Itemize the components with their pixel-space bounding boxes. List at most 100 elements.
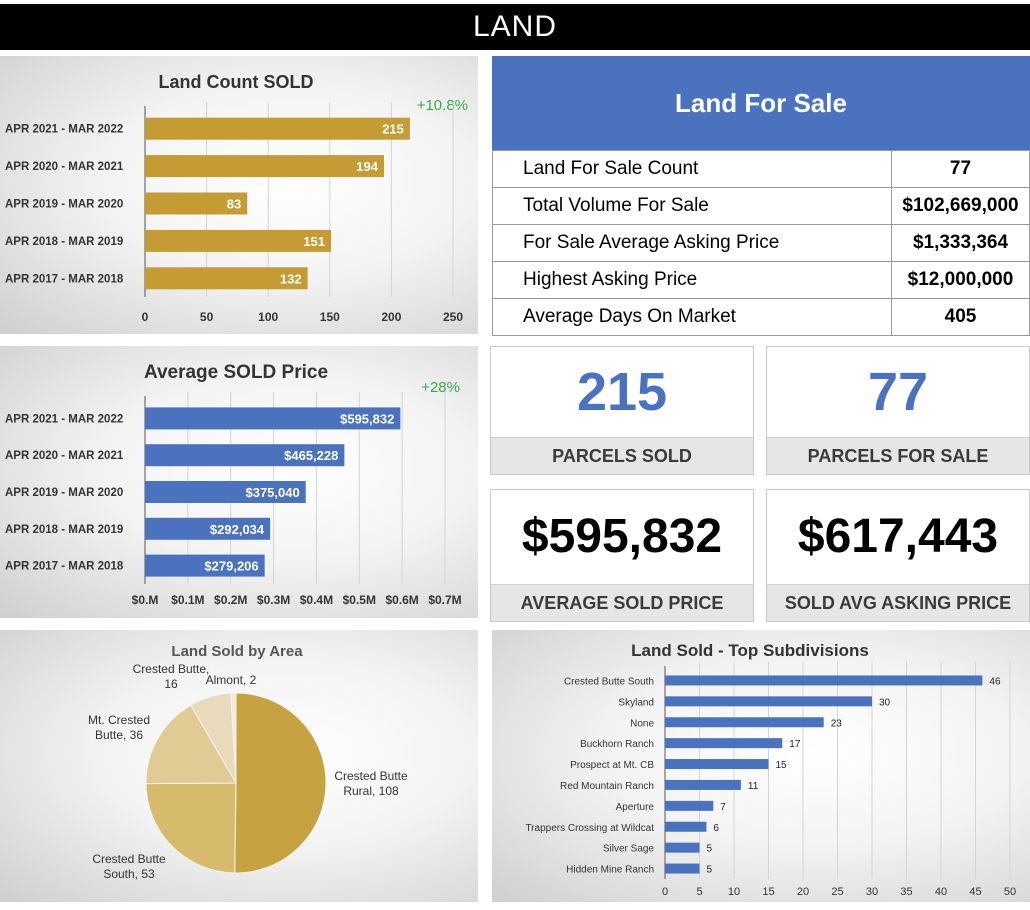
data-label: $465,228 bbox=[284, 448, 338, 463]
sold-avg-asking-card: $617,443 SOLD AVG ASKING PRICE bbox=[766, 489, 1030, 622]
average-sold-price-label: AVERAGE SOLD PRICE bbox=[491, 584, 753, 621]
bar bbox=[145, 444, 345, 467]
row-label: Total Volume For Sale bbox=[492, 187, 892, 225]
row-value: 77 bbox=[891, 150, 1030, 188]
category-label: APR 2018 - MAR 2019 bbox=[5, 236, 123, 248]
category-label: Skyland bbox=[618, 697, 654, 708]
data-label: 5 bbox=[707, 865, 713, 876]
pie-slice bbox=[145, 782, 237, 874]
row-value: $1,333,364 bbox=[891, 224, 1030, 262]
category-label: APR 2017 - MAR 2018 bbox=[5, 561, 124, 573]
parcels-sold-card: 215 PARCELS SOLD bbox=[490, 346, 754, 475]
data-label: 7 bbox=[720, 802, 726, 813]
x-tick-label: $0.4M bbox=[300, 593, 333, 607]
category-label: Silver Sage bbox=[603, 844, 655, 855]
land-for-sale-title: Land For Sale bbox=[492, 56, 1030, 150]
top-subdivisions-panel: Land Sold - Top Subdivisions 0 5 10 15 20 25 30… bbox=[492, 630, 1030, 902]
x-tick-label: 40 bbox=[935, 886, 947, 898]
row-value: $12,000,000 bbox=[891, 261, 1030, 299]
category-label: Red Mountain Ranch bbox=[560, 781, 654, 792]
x-tick-label: 0 bbox=[662, 886, 668, 898]
data-label: 17 bbox=[789, 739, 801, 750]
bar bbox=[665, 863, 700, 874]
bar bbox=[145, 155, 385, 178]
category-label: APR 2019 - MAR 2020 bbox=[5, 199, 123, 211]
average-sold-price-chart: Average SOLD Price +28% $0.M $0.1M $0.2M $0.3… bbox=[5, 362, 462, 607]
row-value: $102,669,000 bbox=[891, 187, 1030, 225]
row-label: Land For Sale Count bbox=[492, 150, 892, 188]
bar bbox=[665, 696, 872, 707]
slice-label: Crested Butte bbox=[334, 769, 408, 783]
x-tick-label: 50 bbox=[1004, 886, 1016, 898]
data-label: 6 bbox=[713, 823, 719, 834]
x-tick-label: 100 bbox=[258, 310, 278, 324]
bar bbox=[665, 779, 741, 790]
category-label: None bbox=[630, 718, 654, 729]
bar bbox=[665, 717, 824, 728]
bar bbox=[145, 407, 401, 430]
parcels-sold-value: 215 bbox=[576, 362, 668, 422]
x-tick-label: $0.6M bbox=[385, 593, 418, 607]
row-value: 405 bbox=[891, 298, 1030, 336]
category-label: APR 2018 - MAR 2019 bbox=[5, 524, 123, 536]
bar bbox=[145, 267, 308, 290]
x-tick-label: 0 bbox=[142, 310, 149, 324]
data-label: 30 bbox=[879, 697, 891, 708]
category-label: Hidden Mine Ranch bbox=[566, 865, 654, 876]
category-label: APR 2021 - MAR 2022 bbox=[5, 124, 123, 136]
data-label: 15 bbox=[776, 760, 788, 771]
table-row: For Sale Average Asking Price $1,333,364 bbox=[492, 224, 1030, 262]
pie-slice bbox=[234, 692, 327, 874]
data-label: 151 bbox=[303, 234, 325, 249]
page-title: LAND bbox=[0, 4, 1030, 50]
change-annotation: +10.8% bbox=[417, 97, 468, 114]
slice-label: Almont, 2 bbox=[206, 673, 257, 687]
x-tick-label: $0.2M bbox=[214, 593, 247, 607]
category-label: Prospect at Mt. CB bbox=[570, 760, 654, 771]
data-label: 23 bbox=[831, 718, 843, 729]
x-tick-label: 200 bbox=[381, 310, 401, 324]
data-label: 46 bbox=[989, 676, 1001, 687]
data-label: $375,040 bbox=[245, 485, 299, 500]
slice-label: 16 bbox=[164, 677, 178, 691]
row-label: For Sale Average Asking Price bbox=[492, 224, 892, 262]
x-tick-label: 10 bbox=[728, 886, 740, 898]
top-subdivisions-chart: Land Sold - Top Subdivisions 0 5 10 15 20 25 30… bbox=[525, 641, 1016, 898]
data-label: 194 bbox=[356, 159, 378, 174]
chart-title: Land Sold by Area bbox=[171, 643, 303, 660]
row-label: Highest Asking Price bbox=[492, 261, 892, 299]
bar bbox=[145, 481, 306, 503]
land-count-sold-panel: Land Count SOLD +10.8% 0 50 100 150 200 250 APR … bbox=[0, 56, 478, 334]
table-row: Highest Asking Price $12,000,000 bbox=[492, 261, 1030, 299]
x-tick-label: $0.M bbox=[132, 593, 159, 607]
data-label: $279,206 bbox=[204, 559, 258, 574]
table-row: Average Days On Market 405 bbox=[492, 298, 1030, 336]
category-label: APR 2019 - MAR 2020 bbox=[5, 487, 123, 499]
parcels-for-sale-value: 77 bbox=[867, 362, 929, 422]
x-tick-label: 15 bbox=[762, 886, 774, 898]
bar bbox=[665, 842, 700, 853]
category-label: APR 2020 - MAR 2021 bbox=[5, 450, 124, 462]
x-tick-label: $0.3M bbox=[257, 593, 290, 607]
category-label: APR 2020 - MAR 2021 bbox=[5, 161, 124, 173]
slice-label: South, 53 bbox=[103, 867, 155, 881]
average-sold-price-card: $595,832 AVERAGE SOLD PRICE bbox=[490, 489, 754, 622]
table-row: Land For Sale Count 77 bbox=[492, 150, 1030, 188]
category-label: APR 2017 - MAR 2018 bbox=[5, 273, 124, 285]
slice-label: Crested Butte bbox=[92, 852, 166, 866]
x-tick-label: $0.5M bbox=[343, 593, 376, 607]
x-tick-label: 5 bbox=[696, 886, 702, 898]
bar bbox=[145, 229, 332, 252]
x-tick-label: 35 bbox=[900, 886, 912, 898]
sold-avg-asking-label: SOLD AVG ASKING PRICE bbox=[767, 584, 1029, 621]
parcels-sold-label: PARCELS SOLD bbox=[491, 437, 753, 474]
x-tick-label: $0.7M bbox=[428, 593, 461, 607]
data-label: 132 bbox=[280, 271, 302, 286]
data-label: 215 bbox=[382, 122, 404, 137]
bar bbox=[665, 675, 983, 686]
bar bbox=[145, 554, 265, 577]
average-sold-price-value: $595,832 bbox=[521, 510, 723, 563]
slice-label: Butte, 36 bbox=[95, 728, 143, 742]
chart-title: Land Sold - Top Subdivisions bbox=[631, 641, 869, 660]
pie-slice bbox=[230, 692, 237, 784]
